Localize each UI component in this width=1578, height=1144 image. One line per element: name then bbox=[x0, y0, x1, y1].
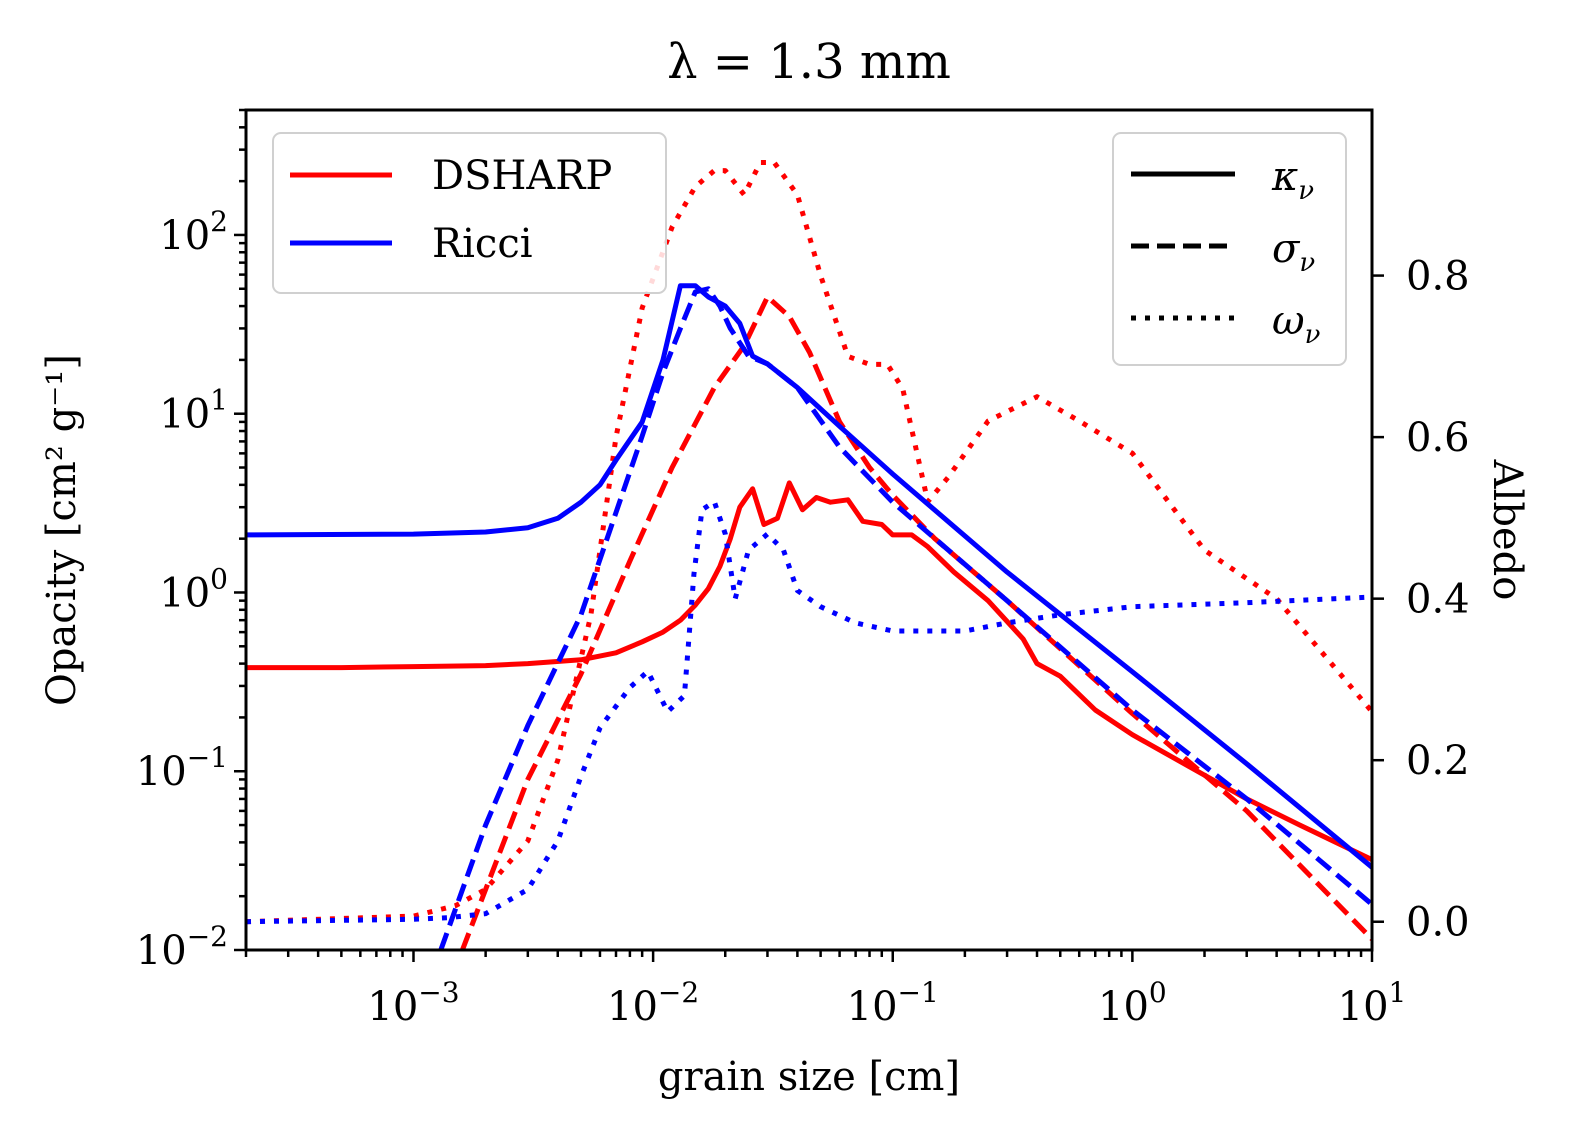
legend-models: DSHARP Ricci bbox=[272, 132, 667, 294]
y2-tick-label: 0.6 bbox=[1406, 415, 1470, 461]
legend-ricci-label: Ricci bbox=[432, 221, 533, 267]
x-tick-label: 10−2 bbox=[607, 976, 699, 1030]
series-line-ricci-omega bbox=[246, 499, 1372, 925]
legend-quantities-box bbox=[1112, 132, 1347, 366]
series-layer bbox=[246, 160, 1372, 950]
y-tick-label: 100 bbox=[159, 562, 228, 616]
x-tick-label: 101 bbox=[1338, 976, 1407, 1030]
x-tick-label: 100 bbox=[1098, 976, 1167, 1030]
x-tick-label: 10−1 bbox=[847, 976, 939, 1030]
ticks-layer bbox=[234, 108, 1384, 962]
legend-quantities: κν σν ων bbox=[1112, 132, 1347, 366]
x-axis-label: grain size [cm] bbox=[658, 1054, 960, 1100]
tick-labels-layer: 10−3 10−2 10−1 100 101 10−2 10−1 100 101 102 0.0 0.… bbox=[136, 205, 1470, 1030]
series-line-dsharp-omega bbox=[246, 160, 1372, 925]
y2-tick-label: 0.4 bbox=[1406, 577, 1470, 623]
y-axis-label: Opacity [cm² g⁻¹] bbox=[39, 354, 85, 706]
y-tick-label: 10−2 bbox=[136, 920, 228, 974]
series-line-ricci-kappa bbox=[246, 283, 1372, 870]
legend-sigma-label: σν bbox=[1272, 226, 1315, 278]
y-tick-label: 10−1 bbox=[136, 741, 228, 795]
y2-axis-label: Albedo bbox=[1484, 459, 1530, 601]
y-tick-label: 102 bbox=[159, 205, 228, 259]
series-line-dsharp-sigma bbox=[460, 294, 1372, 950]
y2-tick-label: 0.0 bbox=[1406, 900, 1470, 946]
series-line-dsharp-kappa bbox=[246, 480, 1372, 862]
y2-tick-label: 0.8 bbox=[1406, 254, 1470, 300]
chart-title: λ = 1.3 mm bbox=[667, 34, 951, 90]
legend-omega-label: ων bbox=[1272, 298, 1321, 350]
series-line-ricci-sigma bbox=[438, 286, 1372, 950]
y-tick-label: 101 bbox=[159, 384, 228, 438]
plot-frame bbox=[244, 108, 1374, 952]
x-tick-label: 10−3 bbox=[367, 976, 459, 1030]
y2-tick-label: 0.2 bbox=[1406, 738, 1470, 784]
legend-kappa-label: κν bbox=[1271, 154, 1314, 206]
legend-dsharp-label: DSHARP bbox=[432, 153, 612, 199]
